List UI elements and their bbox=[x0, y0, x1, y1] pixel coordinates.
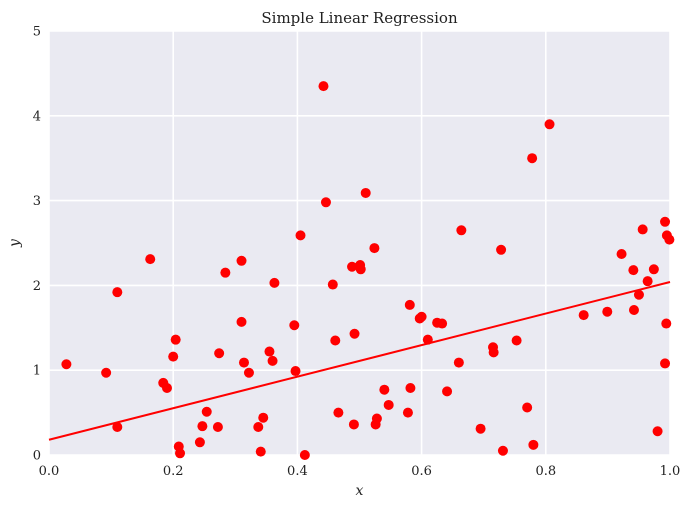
scatter-point bbox=[255, 446, 266, 457]
scatter-point bbox=[112, 422, 123, 433]
scatter-point bbox=[652, 426, 663, 437]
scatter-point bbox=[161, 383, 172, 394]
scatter-point bbox=[295, 230, 306, 241]
scatter-point bbox=[578, 310, 589, 321]
scatter-point bbox=[660, 216, 671, 227]
scatter-point bbox=[602, 306, 613, 317]
scatter-point bbox=[194, 437, 205, 448]
regression-line-group bbox=[48, 281, 671, 441]
scatter-point bbox=[145, 254, 156, 265]
scatter-point bbox=[327, 279, 338, 290]
y-tick-label: 4 bbox=[33, 109, 41, 124]
scatter-point bbox=[355, 264, 366, 275]
scatter-point bbox=[616, 249, 627, 260]
scatter-point bbox=[660, 358, 671, 369]
scatter-point bbox=[422, 334, 433, 345]
data-points bbox=[61, 81, 675, 460]
scatter-point bbox=[527, 153, 538, 164]
scatter-point bbox=[664, 234, 675, 245]
scatter-point bbox=[456, 225, 467, 236]
scatter-point bbox=[289, 320, 300, 331]
scatter-point bbox=[349, 328, 360, 339]
scatter-point bbox=[637, 224, 648, 235]
scatter-point bbox=[333, 407, 344, 418]
y-tick-labels: 0 1 2 3 4 5 bbox=[33, 25, 41, 464]
scatter-point bbox=[371, 413, 382, 424]
scatter-point bbox=[220, 267, 231, 278]
scatter-point bbox=[318, 81, 329, 92]
scatter-point bbox=[442, 386, 453, 397]
scatter-point bbox=[243, 367, 254, 378]
scatter-point bbox=[661, 318, 672, 329]
scatter-point bbox=[348, 419, 359, 430]
scatter-point bbox=[496, 244, 507, 255]
x-tick-label: 0.0 bbox=[39, 464, 60, 479]
scatter-point bbox=[497, 445, 508, 456]
scatter-point bbox=[197, 421, 208, 432]
x-axis-label: x bbox=[356, 483, 364, 499]
scatter-point bbox=[360, 187, 371, 198]
scatter-point bbox=[404, 299, 415, 310]
scatter-point bbox=[290, 366, 301, 377]
x-tick-label: 0.6 bbox=[411, 464, 432, 479]
chart-title: Simple Linear Regression bbox=[261, 9, 458, 27]
scatter-point bbox=[511, 335, 522, 346]
scatter-point bbox=[628, 304, 639, 315]
scatter-point bbox=[402, 407, 413, 418]
scatter-point bbox=[201, 406, 212, 417]
scatter-point bbox=[522, 402, 533, 413]
scatter-point bbox=[330, 335, 341, 346]
scatter-point bbox=[475, 423, 486, 434]
plot-background bbox=[49, 31, 670, 455]
scatter-point bbox=[253, 422, 264, 433]
scatter-point bbox=[112, 287, 123, 298]
scatter-point bbox=[269, 277, 280, 288]
scatter-point bbox=[453, 357, 464, 368]
scatter-point bbox=[544, 119, 555, 130]
scatter-point bbox=[267, 355, 278, 366]
scatter-point bbox=[528, 439, 539, 450]
scatter-point bbox=[168, 351, 179, 362]
scatter-point bbox=[264, 346, 275, 357]
y-tick-label: 5 bbox=[33, 25, 41, 40]
scatter-point bbox=[170, 334, 181, 345]
y-tick-label: 1 bbox=[33, 364, 41, 379]
y-tick-label: 2 bbox=[33, 279, 41, 294]
scatter-point bbox=[405, 383, 416, 394]
y-tick-label: 3 bbox=[33, 194, 41, 209]
scatter-point bbox=[214, 348, 225, 359]
scatter-point bbox=[628, 265, 639, 276]
scatter-point bbox=[299, 450, 310, 460]
scatter-point bbox=[383, 399, 394, 410]
x-tick-label: 0.4 bbox=[287, 464, 308, 479]
scatter-point bbox=[101, 367, 112, 378]
scatter-point bbox=[648, 264, 659, 275]
scatter-point bbox=[320, 197, 331, 208]
scatter-point bbox=[238, 357, 249, 368]
regression-line bbox=[48, 281, 671, 441]
scatter-point bbox=[379, 384, 390, 395]
scatter-point bbox=[212, 422, 223, 433]
scatter-point bbox=[236, 316, 247, 327]
scatter-point bbox=[633, 289, 644, 300]
scatter-point bbox=[437, 318, 448, 329]
scatter-point bbox=[347, 261, 358, 272]
y-axis-label: y bbox=[7, 238, 23, 248]
scatter-point bbox=[236, 255, 247, 266]
scatter-point bbox=[258, 412, 269, 423]
scatter-point bbox=[175, 448, 186, 459]
x-tick-label: 0.8 bbox=[535, 464, 556, 479]
y-tick-label: 0 bbox=[33, 449, 41, 464]
scatter-point bbox=[642, 276, 653, 287]
x-tick-labels: 0.0 0.2 0.4 0.6 0.8 1.0 bbox=[39, 464, 681, 479]
x-tick-label: 1.0 bbox=[660, 464, 681, 479]
scatter-point bbox=[61, 359, 72, 370]
scatter-point bbox=[488, 347, 499, 358]
scatter-point bbox=[416, 311, 427, 322]
x-tick-label: 0.2 bbox=[163, 464, 184, 479]
scatter-point bbox=[369, 243, 380, 254]
